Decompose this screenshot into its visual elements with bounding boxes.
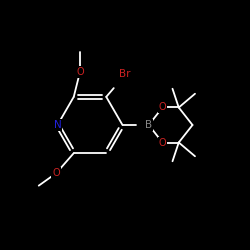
Text: O: O bbox=[159, 138, 166, 147]
Text: B: B bbox=[145, 120, 152, 130]
Text: Br: Br bbox=[119, 69, 131, 79]
Text: O: O bbox=[159, 102, 166, 113]
Text: O: O bbox=[52, 168, 60, 178]
Text: N: N bbox=[54, 120, 61, 130]
Text: O: O bbox=[76, 67, 84, 77]
